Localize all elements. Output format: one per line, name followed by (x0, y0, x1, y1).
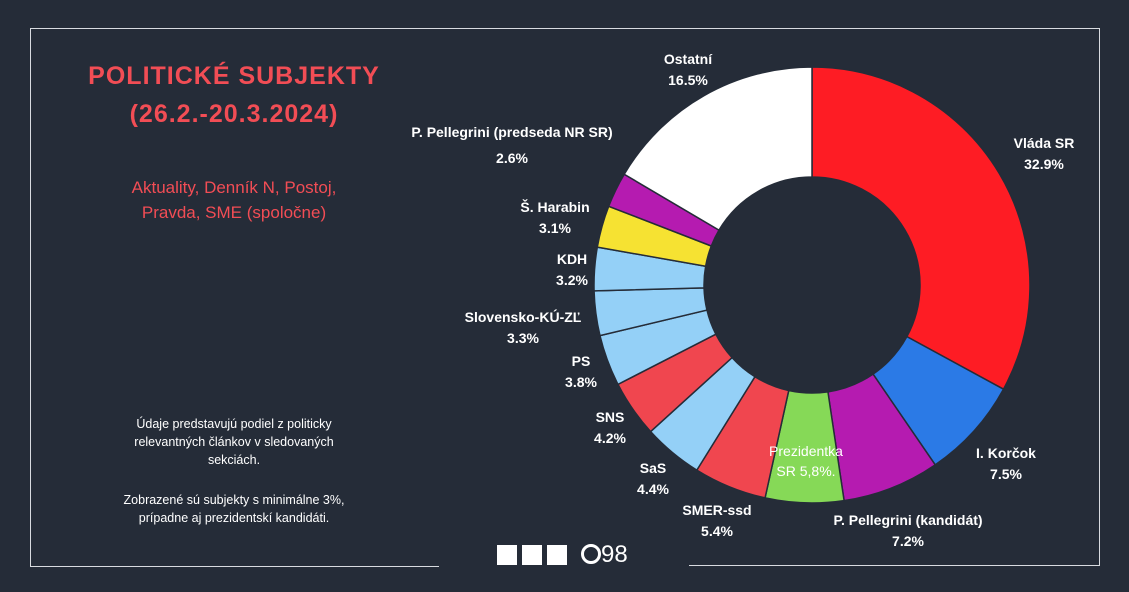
slice-label: KDH (557, 251, 587, 267)
frame-left-border (30, 28, 439, 567)
data-label: Prezidentka (769, 443, 843, 459)
slice-label: SMER-ssd (682, 502, 751, 518)
note-line: prípadne aj prezidentskí kandidáti. (138, 511, 330, 525)
note-line: sekciách. (207, 453, 261, 467)
sources-line: Pravda, SME (spoločne) (141, 203, 327, 222)
data-label: 7.2% (892, 533, 924, 549)
sources-line: Aktuality, Denník N, Postoj, (131, 178, 337, 197)
logo-ring-icon (581, 544, 601, 564)
note-line: Zobrazené sú subjekty s minimálne 3%, (123, 493, 345, 507)
slice-label: SaS (640, 460, 666, 476)
slice-label: P. Pellegrini (predseda NR SR) (411, 124, 612, 140)
frame-right-border (689, 28, 1100, 566)
memo98-logo: 98 (497, 538, 637, 572)
logo-number: 98 (601, 541, 628, 568)
slice-label: Slovensko-KÚ-ZĽ (465, 308, 582, 325)
frame-top-border (438, 28, 1099, 29)
slice-label: Š. Harabin (520, 198, 589, 215)
data-label: 32.9% (1024, 156, 1064, 172)
data-label: 3.3% (507, 330, 539, 346)
data-label: 7.5% (990, 466, 1022, 482)
slice-ostatn- (623, 66, 813, 232)
note-line: relevantných článkov v sledovaných (134, 435, 334, 449)
chart-date-range: (26.2.-20.3.2024) (129, 100, 339, 128)
slice-label: P. Pellegrini (kandidát) (833, 512, 982, 528)
note-methodology: Údaje predstavujú podiel z politicky rel… (30, 415, 438, 469)
sources-text: Aktuality, Denník N, Postoj, Pravda, SME… (30, 175, 438, 225)
data-label: 4.2% (594, 430, 626, 446)
slice-label: SNS (596, 409, 625, 425)
note-line: Údaje predstavujú podiel z politicky (136, 417, 332, 431)
slice-label: PS (572, 353, 591, 369)
slice-label: I. Korčok (976, 445, 1036, 461)
data-label: 3.2% (556, 272, 588, 288)
data-label: 4.4% (637, 481, 669, 497)
data-label: 3.8% (565, 374, 597, 390)
logo-bars-icon (497, 545, 567, 565)
slice-label: Vláda SR (1014, 135, 1075, 151)
data-label: 2.6% (496, 150, 528, 166)
data-label: 16.5% (668, 72, 708, 88)
note-threshold: Zobrazené sú subjekty s minimálne 3%, pr… (30, 491, 438, 527)
slice-vl-da-sr (811, 66, 1031, 391)
data-label: SR 5,8%. (776, 463, 835, 479)
data-label: 3.1% (539, 220, 571, 236)
slice-label: Ostatní (664, 51, 713, 67)
chart-title: POLITICKÉ SUBJEKTY (88, 62, 380, 90)
data-label: 5.4% (701, 523, 733, 539)
